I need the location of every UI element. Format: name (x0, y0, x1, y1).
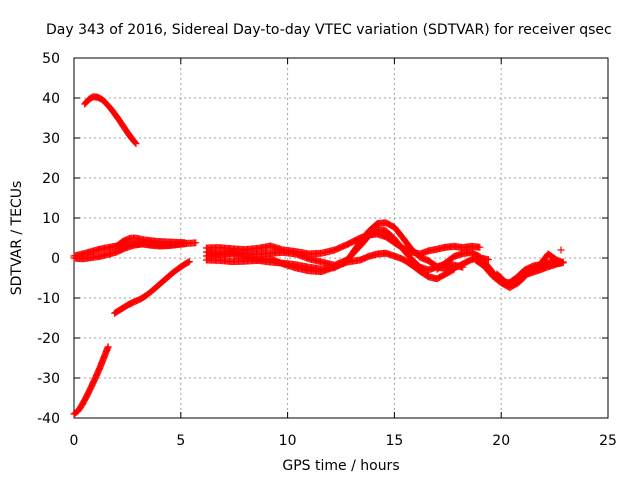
grid-lines (74, 58, 608, 418)
y-tick-label: 30 (42, 131, 60, 147)
y-axis-label: SDTVAR / TECUs (9, 181, 25, 296)
data-point (181, 239, 189, 247)
x-tick-label: 0 (70, 433, 79, 449)
y-tick-label: 0 (51, 251, 60, 267)
data-point (557, 246, 565, 254)
x-tick-label: 5 (176, 433, 185, 449)
data-point (132, 140, 140, 148)
y-tick-label: 50 (42, 51, 60, 67)
axis-ticks (73, 57, 609, 419)
y-tick-label: 10 (42, 211, 60, 227)
y-tick-label: -20 (37, 331, 60, 347)
y-tick-label: -10 (37, 291, 60, 307)
data-point (559, 259, 567, 267)
data-point (450, 265, 458, 273)
data-point (476, 243, 484, 251)
plot-area-frame (73, 57, 609, 419)
x-tick-label: 10 (279, 433, 297, 449)
chart-title: Day 343 of 2016, Sidereal Day-to-day VTE… (46, 22, 612, 38)
data-point (449, 266, 457, 274)
y-tick-label: -40 (37, 411, 60, 427)
y-tick-label: 40 (42, 91, 60, 107)
data-point (484, 256, 492, 264)
x-tick-label: 15 (385, 433, 403, 449)
x-tick-labels: 0 5 10 15 20 25 (70, 433, 617, 449)
x-axis-label: GPS time / hours (282, 458, 399, 474)
x-tick-label: 25 (599, 433, 617, 449)
x-tick-label: 20 (492, 433, 510, 449)
y-tick-label: -30 (37, 371, 60, 387)
data-point (185, 258, 193, 266)
data-point (192, 239, 200, 247)
data-point (104, 343, 112, 351)
y-tick-label: 20 (42, 171, 60, 187)
data-point (131, 139, 139, 147)
y-tick-labels: -40 -30 -20 -10 0 10 20 30 40 50 (37, 51, 60, 427)
data-points (70, 93, 567, 418)
